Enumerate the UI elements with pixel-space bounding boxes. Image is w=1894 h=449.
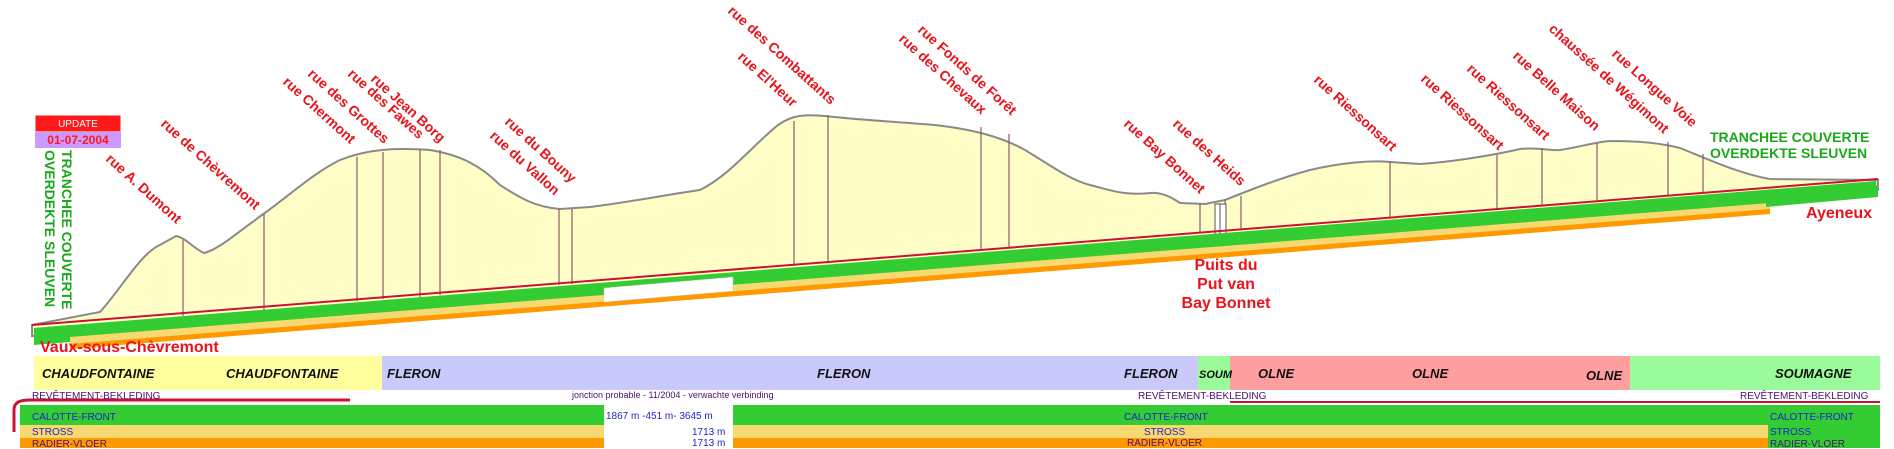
stross-band-main — [70, 203, 1770, 344]
revetement-line — [31, 178, 1879, 326]
stross-label-east: STROSS — [1770, 427, 1811, 438]
street-label: rue A. Dumont — [103, 150, 185, 226]
commune-band-fleron — [382, 356, 1198, 390]
radier-progress: 1713 m — [692, 438, 725, 449]
puits-shaft — [1214, 203, 1227, 235]
tunnel-bands — [31, 178, 1879, 349]
tranchee-west-line2: OVERDEKTE SLEUVEN — [42, 150, 58, 307]
street-label: rue de Chèvremont — [158, 115, 264, 212]
radier-label-mid: RADIER-VLOER — [1127, 438, 1202, 449]
stross-label-west: STROSS — [32, 427, 73, 438]
tranchee-east-line1: TRANCHEE COUVERTE — [1710, 129, 1869, 145]
update-badge: UPDATE 01-07-2004 — [34, 114, 122, 148]
puits-label: Puits du Put van Bay Bonnet — [1182, 257, 1272, 312]
stross-row-east — [733, 425, 1768, 438]
calotte-row-west — [20, 405, 604, 425]
puits-line3: Bay Bonnet — [1182, 295, 1272, 312]
commune-label: CHAUDFONTAINE — [226, 366, 339, 381]
radier-label-east: RADIER-VLOER — [1770, 439, 1845, 449]
commune-label: OLNE — [1258, 366, 1294, 381]
junction-gap — [603, 276, 734, 303]
calotte-row-east — [733, 405, 1880, 425]
commune-band-soum — [1198, 356, 1230, 390]
terrain-profile — [31, 114, 1879, 338]
revetement-progress-line — [12, 398, 350, 432]
progress-legend: REVÊTEMENT-BEKLEDING jonction probable -… — [12, 389, 1880, 449]
stross-progress: 1713 m — [692, 427, 725, 438]
endpoint-west: Vaux-sous-Chèvremont — [40, 339, 219, 356]
stross-label-mid: STROSS — [1144, 427, 1185, 438]
commune-label: SOUMAGNE — [1775, 366, 1852, 381]
calotte-label-mid: CALOTTE-FRONT — [1124, 412, 1208, 423]
commune-strip: CHAUDFONTAINE CHAUDFONTAINE FLERON FLERO… — [34, 356, 1880, 390]
commune-band-soumagne — [1630, 356, 1880, 390]
puits-line2: Put van — [1197, 276, 1255, 293]
revetement-label-west: REVÊTEMENT-BEKLEDING — [32, 389, 161, 402]
commune-label: OLNE — [1412, 366, 1448, 381]
update-label: UPDATE — [58, 119, 98, 130]
commune-label: FLERON — [1124, 366, 1178, 381]
revetement-label-mid: REVÊTEMENT-BEKLEDING — [1138, 389, 1267, 402]
revetement-label-east: REVÊTEMENT-BEKLEDING — [1740, 389, 1869, 402]
street-label: rue Riessonsart — [1311, 71, 1401, 154]
calotte-row-gap — [604, 405, 733, 425]
stross-row-gap — [604, 425, 733, 438]
calotte-label-west: CALOTTE-FRONT — [32, 412, 116, 423]
tranchee-west-line1: TRANCHEE COUVERTE — [59, 150, 75, 309]
commune-band-olne — [1230, 356, 1630, 390]
radier-row-west — [20, 438, 604, 448]
radier-band-main — [70, 209, 1770, 349]
calotte-label-east: CALOTTE-FRONT — [1770, 412, 1854, 423]
commune-label: FLERON — [387, 366, 441, 381]
radier-row-tail — [1768, 438, 1880, 448]
stross-row-tail — [1768, 425, 1880, 438]
commune-band-chaudfontaine — [34, 356, 382, 390]
street-lines — [182, 115, 1704, 316]
radier-row-east — [733, 438, 1768, 448]
tranchee-east-line2: OVERDEKTE SLEUVEN — [1710, 145, 1867, 161]
tranchee-west-block — [34, 325, 70, 345]
radier-row-gap — [604, 438, 733, 448]
commune-label: OLNE — [1586, 368, 1622, 383]
tranchee-east-block — [1766, 185, 1878, 207]
junction-label: jonction probable - 11/2004 - verwachte … — [571, 390, 773, 400]
update-date: 01-07-2004 — [47, 133, 109, 147]
commune-label: FLERON — [817, 366, 871, 381]
stross-row-west — [20, 425, 604, 438]
calotte-band-fill — [34, 181, 1876, 343]
tranchee-west-label: TRANCHEE COUVERTE OVERDEKTE SLEUVEN — [42, 150, 75, 309]
endpoint-east: Ayeneux — [1806, 205, 1872, 222]
commune-label: SOUM — [1199, 369, 1233, 381]
commune-label: CHAUDFONTAINE — [42, 366, 155, 381]
puits-line1: Puits du — [1194, 257, 1257, 274]
calotte-progress: 1867 m -451 m- 3645 m — [606, 411, 713, 422]
radier-label-west: RADIER-VLOER — [32, 439, 107, 449]
